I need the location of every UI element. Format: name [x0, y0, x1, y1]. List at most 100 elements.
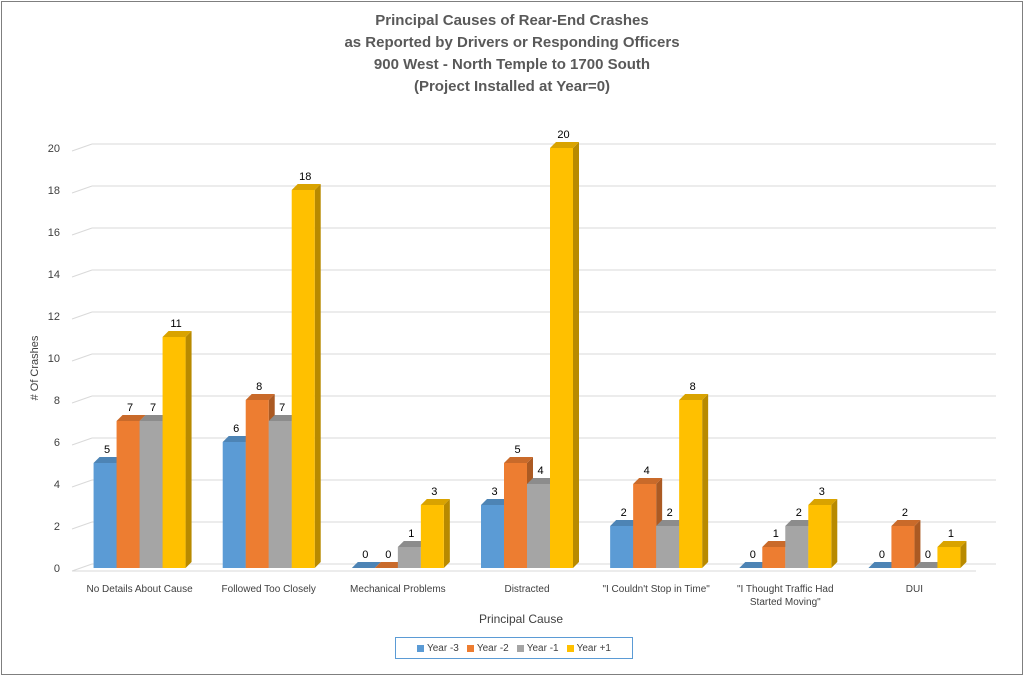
bar-top-face: [739, 562, 769, 568]
bar: [504, 463, 527, 568]
bar: [937, 547, 961, 568]
data-label: 7: [127, 402, 133, 414]
data-label: 6: [233, 423, 239, 435]
data-label: 0: [385, 549, 391, 561]
bar: [397, 547, 421, 568]
x-tick-label: No Details About Cause: [86, 584, 193, 595]
data-label: 0: [925, 549, 931, 561]
chart-title-line-1: Principal Causes of Rear-End Crashes: [375, 12, 649, 29]
data-label: 8: [690, 381, 696, 393]
gridline-edge: [71, 521, 93, 530]
legend-swatch: [466, 644, 474, 652]
data-label: 20: [557, 129, 569, 141]
bar: [808, 505, 832, 568]
gridline-edge: [71, 185, 93, 194]
bar-top-face: [397, 541, 427, 547]
bar: [891, 526, 915, 568]
y-tick-label: 8: [54, 395, 60, 407]
bar: [420, 505, 444, 568]
gridline-edge: [71, 353, 93, 362]
legend-swatch: [416, 644, 424, 652]
bar-top-face: [937, 541, 967, 547]
data-label: 2: [621, 507, 627, 519]
bar: [116, 421, 140, 568]
data-label: 1: [773, 528, 779, 540]
bar: [139, 421, 163, 568]
gridline-edge: [71, 311, 93, 320]
bar-top-face: [291, 184, 321, 190]
bar-top-face: [785, 520, 815, 526]
legend-label: Year -3: [426, 642, 459, 654]
y-tick-label: 18: [48, 185, 60, 197]
bar-side-face: [185, 331, 192, 568]
chart-title-line-3: 900 West - North Temple to 1700 South: [373, 56, 651, 73]
y-tick-label: 20: [48, 143, 60, 155]
legend-item-year-minus-2: Year -2: [466, 643, 509, 654]
bar-side-face: [443, 499, 450, 568]
data-label: 2: [667, 507, 673, 519]
data-label: 3: [491, 486, 497, 498]
bar: [633, 484, 657, 568]
bar: [291, 190, 315, 568]
bar-top-face: [504, 457, 533, 463]
legend: Year -3 Year -2 Year -1 Year +1: [395, 637, 633, 659]
data-label: 4: [644, 465, 650, 477]
data-label: 0: [750, 549, 756, 561]
x-axis-label: Principal Cause: [478, 612, 564, 626]
bar-top-face: [808, 499, 838, 505]
chart-title-line-2: as Reported by Drivers or Responding Off…: [344, 34, 680, 51]
x-tick-label: Started Moving": [750, 597, 821, 608]
data-label: 5: [514, 444, 520, 456]
bar: [785, 526, 809, 568]
bar-top-face: [656, 520, 686, 526]
y-tick-label: 16: [48, 227, 60, 239]
bar: [527, 484, 550, 568]
legend-label: Year -1: [526, 642, 559, 654]
data-label: 2: [796, 507, 802, 519]
y-tick-label: 0: [54, 563, 60, 575]
y-tick-label: 2: [54, 521, 60, 533]
legend-item-year-minus-1: Year -1: [516, 642, 559, 654]
bar-top-face: [245, 394, 275, 400]
y-tick-label: 4: [54, 479, 60, 491]
bar-top-face: [139, 415, 169, 421]
bar-side-face: [314, 184, 321, 568]
x-tick-label: "I Couldn't Stop in Time": [602, 584, 710, 595]
legend-item-year-plus-1: Year +1: [566, 643, 611, 654]
data-label: 0: [362, 549, 368, 561]
gridline-edge: [71, 143, 93, 152]
x-tick-label: "I Thought Traffic Had: [737, 584, 834, 595]
bar: [268, 421, 292, 568]
bar-side-face: [914, 520, 921, 568]
x-tick-label: Distracted: [504, 584, 549, 595]
y-tick-label: 14: [48, 269, 60, 281]
bar: [550, 148, 573, 568]
bar-top-face: [914, 562, 944, 568]
data-label: 3: [819, 486, 825, 498]
data-label: 1: [948, 528, 954, 540]
data-label: 2: [902, 507, 908, 519]
data-label: 3: [431, 486, 437, 498]
bar-top-face: [351, 562, 381, 568]
legend-item-year-minus-3: Year -3: [416, 642, 459, 654]
data-label: 4: [537, 465, 543, 477]
chart-title: Principal Causes of Rear-End Crashes as …: [0, 10, 1024, 98]
bar-top-face: [268, 415, 298, 421]
bar-top-face: [481, 499, 510, 505]
bar-top-face: [374, 562, 404, 568]
bar-side-face: [960, 541, 967, 568]
bar-top-face: [162, 331, 192, 337]
bar-top-face: [891, 520, 921, 526]
data-label: 11: [170, 318, 181, 330]
bar-top-face: [550, 142, 579, 148]
bar-top-face: [222, 436, 252, 442]
bar-top-face: [116, 415, 146, 421]
bar-top-face: [527, 478, 556, 484]
x-tick-label: Followed Too Closely: [222, 584, 316, 595]
bar-top-face: [762, 541, 792, 547]
bar: [610, 526, 634, 568]
bar-side-face: [702, 394, 709, 568]
gridline-edge: [71, 437, 93, 446]
data-label: 5: [104, 444, 110, 456]
gridline-edge: [71, 479, 93, 488]
